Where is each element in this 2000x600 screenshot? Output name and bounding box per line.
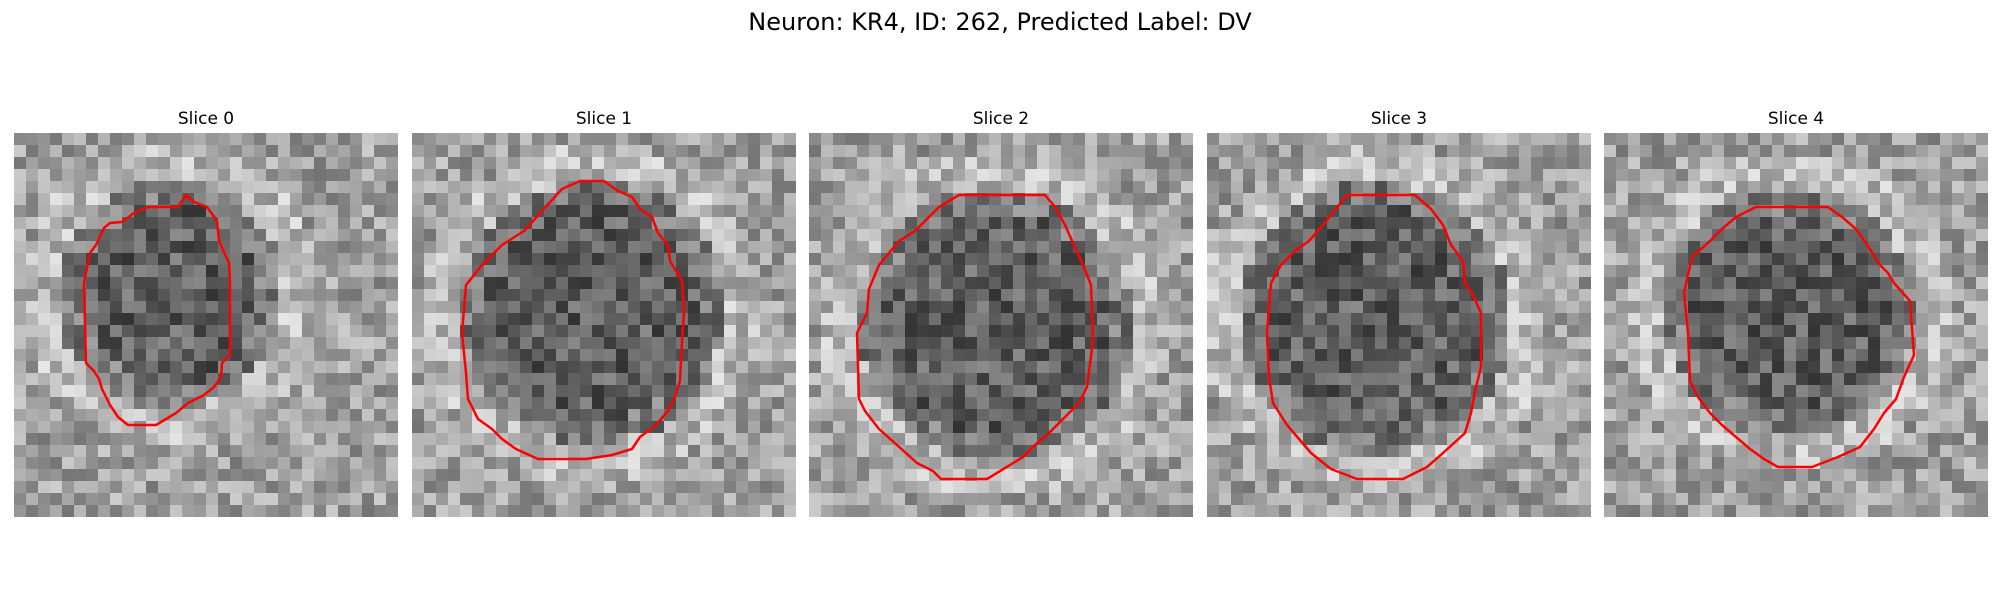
pixel-grid	[1207, 133, 1591, 517]
neuron-contour	[855, 193, 1095, 481]
pixel-grid	[412, 133, 796, 517]
neuron-contour	[82, 193, 232, 427]
slice-image-1	[412, 133, 796, 517]
pixel-grid	[809, 133, 1193, 517]
slice-panel-1: Slice 1	[412, 107, 796, 517]
neuron-contour	[1265, 193, 1483, 481]
slice-title: Slice 3	[1370, 109, 1428, 129]
neuron-contour	[1682, 205, 1916, 469]
slice-title: Slice 4	[1767, 109, 1825, 129]
slice-title: Slice 1	[575, 109, 633, 129]
slice-image-2	[809, 133, 1193, 517]
figure-title: Neuron: KR4, ID: 262, Predicted Label: D…	[748, 8, 1252, 36]
slice-panel-0: Slice 0	[14, 107, 398, 517]
neuron-contour	[460, 179, 686, 461]
slice-image-3	[1207, 133, 1591, 517]
slice-panel-2: Slice 2	[809, 107, 1193, 517]
slice-title: Slice 0	[177, 109, 235, 129]
slice-image-4	[1604, 133, 1988, 517]
slice-panel-4: Slice 4	[1604, 107, 1988, 517]
pixel-grid	[14, 133, 398, 517]
pixel-grid	[1604, 133, 1988, 517]
slice-panel-3: Slice 3	[1207, 107, 1591, 517]
slice-title: Slice 2	[972, 109, 1030, 129]
slice-image-0	[14, 133, 398, 517]
